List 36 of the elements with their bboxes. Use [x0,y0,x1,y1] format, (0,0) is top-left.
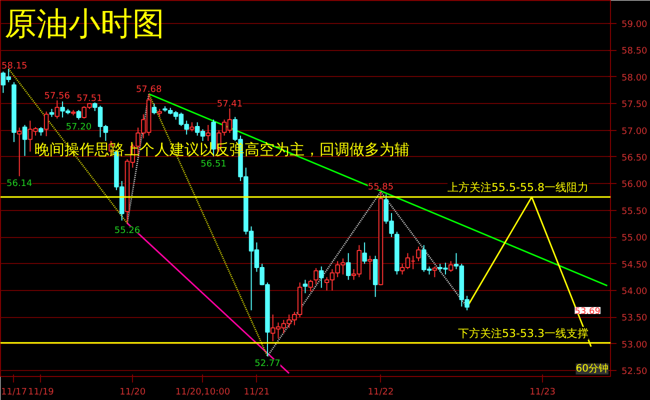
y-tick-label: 55.00 [622,234,648,244]
x-tick-label: 11/23 [530,388,556,398]
annotation: 52.77 [254,359,280,370]
annotation: 60分钟 [576,362,609,374]
x-tick-label: 11/20,10:00 [175,388,230,398]
x-tick-label: 11/17 [1,388,27,398]
y-tick-label: 54.50 [622,260,648,270]
y-tick-label: 53.50 [622,314,648,324]
annotation: 55.85 [368,182,394,193]
y-tick-label: 56.50 [622,153,648,164]
ref-line-label: 下方关注53-53.3一线支撑 [458,326,589,340]
annotation: 57.41 [216,99,243,110]
y-tick-label: 58.00 [622,73,648,84]
y-tick-label: 52.50 [622,367,648,378]
x-tick-label: 11/21 [244,388,270,398]
y-tick-label: 56.00 [622,180,648,190]
annotation: 57.51 [76,94,102,104]
x-tick-label: 11/19 [28,388,54,398]
chart-title: 原油小时图 [4,4,164,42]
ref-line-label: 上方关注55.5-55.8一线阻力 [448,181,589,194]
annotation: 58.15 [2,62,28,72]
y-tick-label: 57.00 [622,126,648,137]
y-tick-label: 54.00 [622,287,648,298]
x-tick-label: 11/20 [120,388,146,398]
annotation: 57.56 [44,91,70,102]
annotation: 55.26 [114,226,140,236]
y-tick-label: 53.00 [622,340,648,350]
y-tick-label: 57.50 [622,100,648,110]
x-tick-label: 11/22 [368,388,394,398]
annotation: 57.20 [66,122,92,133]
annotation: 57.68 [136,84,162,95]
y-tick-label: 58.50 [622,46,648,57]
annotation: 56.14 [6,179,33,190]
annotation: 56.51 [200,159,226,170]
y-tick-label: 55.50 [622,206,648,217]
y-tick-label: 59.00 [622,20,648,30]
